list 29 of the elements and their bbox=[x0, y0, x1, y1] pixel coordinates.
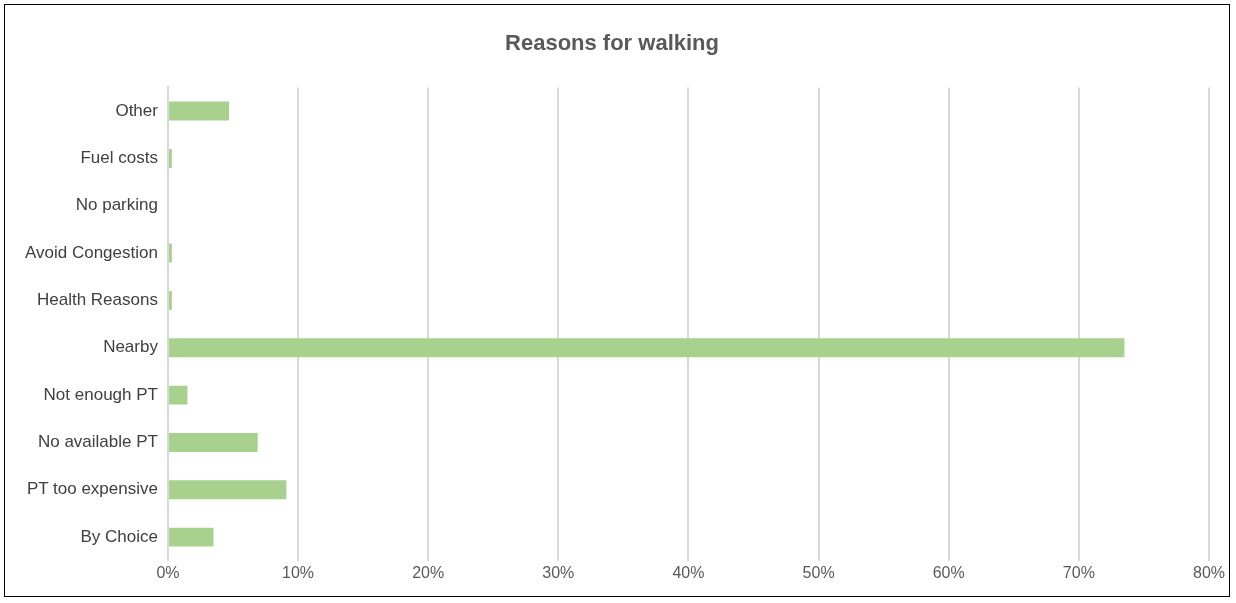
x-tick-label: 10% bbox=[282, 563, 315, 581]
y-tick-label: PT too expensive bbox=[26, 479, 158, 499]
x-tick-label: 40% bbox=[672, 563, 705, 581]
chart-title: Reasons for walking bbox=[505, 30, 719, 56]
bar bbox=[168, 527, 214, 547]
x-tick-label: 60% bbox=[932, 563, 965, 581]
bar bbox=[168, 480, 287, 500]
x-tick-label: 80% bbox=[1192, 563, 1226, 581]
x-tick-label: 70% bbox=[1062, 563, 1095, 581]
y-tick-label: Avoid Congestion bbox=[24, 242, 158, 262]
y-tick-label: No parking bbox=[75, 195, 158, 215]
y-tick-label: Other bbox=[115, 100, 159, 120]
x-tick-label: 0% bbox=[156, 563, 180, 581]
bar bbox=[168, 148, 172, 168]
bar bbox=[168, 290, 172, 310]
x-tick-label: 20% bbox=[412, 563, 445, 581]
y-tick-label: Not enough PT bbox=[43, 384, 158, 404]
y-tick-label: Nearby bbox=[103, 337, 159, 357]
y-tick-label: Health Reasons bbox=[36, 290, 158, 310]
bar bbox=[168, 385, 188, 405]
y-tick-label: By Choice bbox=[80, 526, 158, 546]
x-tick-label: 50% bbox=[802, 563, 835, 581]
bar bbox=[168, 101, 230, 121]
bar bbox=[168, 243, 172, 263]
y-tick-label: Fuel costs bbox=[80, 148, 158, 168]
y-tick-label: No available PT bbox=[37, 432, 158, 452]
bar bbox=[168, 338, 1125, 358]
x-tick-label: 30% bbox=[542, 563, 575, 581]
bar bbox=[168, 432, 258, 452]
